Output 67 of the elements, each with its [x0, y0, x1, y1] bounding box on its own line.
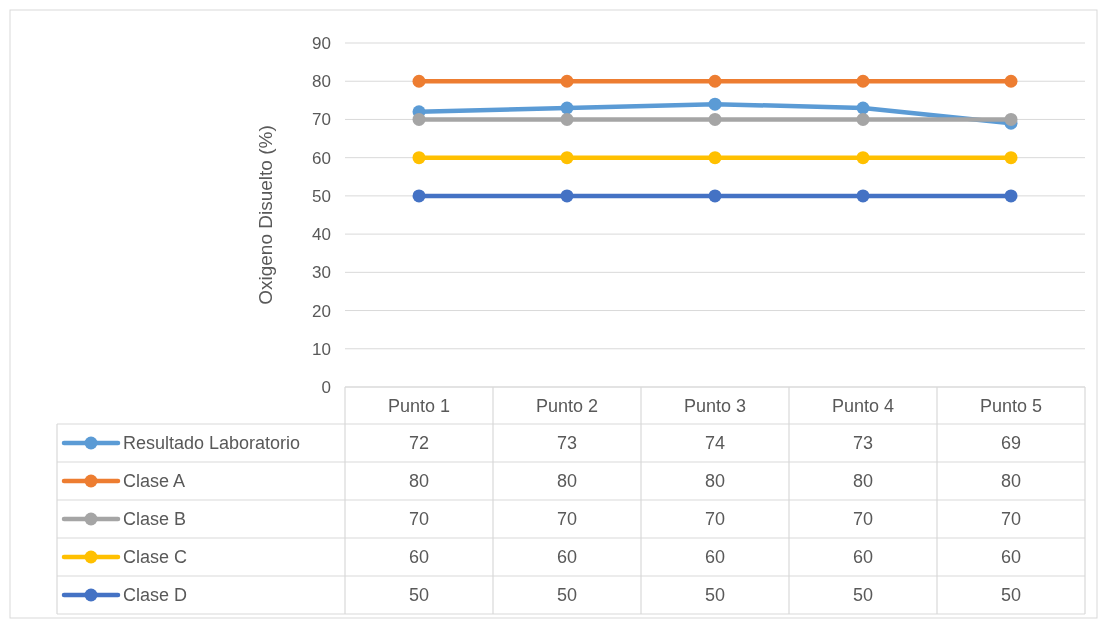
- x-tick-label: Punto 3: [683, 395, 747, 416]
- data-label: 60: [408, 547, 430, 568]
- point: [1004, 189, 1018, 203]
- data-label: 73: [556, 433, 578, 454]
- point: [1004, 151, 1018, 165]
- point: [708, 189, 722, 203]
- data-label: 80: [852, 471, 874, 492]
- legend-label: Clase B: [123, 509, 187, 530]
- data-label: 50: [704, 585, 726, 606]
- point: [560, 151, 574, 165]
- legend-label: Clase A: [123, 471, 186, 492]
- data-label: 74: [704, 433, 726, 454]
- x-tick-label: Punto 2: [535, 395, 599, 416]
- point: [412, 151, 426, 165]
- legend-label: Clase C: [123, 547, 188, 568]
- x-tick-label: Punto 1: [387, 395, 451, 416]
- data-label: 70: [704, 509, 726, 530]
- data-label: 60: [556, 547, 578, 568]
- point: [560, 189, 574, 203]
- legend-label: Resultado Laboratorio: [123, 433, 301, 454]
- legend-label: Clase D: [123, 585, 188, 606]
- point: [412, 74, 426, 88]
- y-tick-label: 10: [312, 339, 331, 359]
- point: [708, 112, 722, 126]
- y-tick-label: 20: [312, 301, 331, 321]
- point: [708, 97, 722, 111]
- point: [856, 189, 870, 203]
- data-label: 80: [704, 471, 726, 492]
- data-label: 70: [408, 509, 430, 530]
- data-label: 60: [704, 547, 726, 568]
- y-tick-label: 0: [321, 377, 331, 397]
- data-label: 60: [1000, 547, 1022, 568]
- data-label: 50: [1000, 585, 1022, 606]
- point: [708, 74, 722, 88]
- data-label: 50: [852, 585, 874, 606]
- data-label: 72: [408, 433, 430, 454]
- point: [1004, 112, 1018, 126]
- point: [708, 151, 722, 165]
- point: [856, 112, 870, 126]
- x-tick-label: Punto 5: [979, 395, 1043, 416]
- data-label: 70: [1000, 509, 1022, 530]
- point: [412, 112, 426, 126]
- data-label: 60: [852, 547, 874, 568]
- data-label: 69: [1000, 433, 1022, 454]
- y-tick-label: 90: [312, 33, 331, 53]
- point: [560, 112, 574, 126]
- data-label: 80: [556, 471, 578, 492]
- y-tick-label: 40: [312, 225, 331, 245]
- data-label: 70: [556, 509, 578, 530]
- data-label: 50: [408, 585, 430, 606]
- data-label: 80: [1000, 471, 1022, 492]
- x-tick-label: Punto 4: [831, 395, 895, 416]
- y-tick-label: 50: [312, 186, 331, 206]
- point: [560, 74, 574, 88]
- point: [412, 189, 426, 203]
- y-tick-label: 60: [312, 148, 331, 168]
- point: [856, 151, 870, 165]
- data-label: 73: [852, 433, 874, 454]
- data-label: 50: [556, 585, 578, 606]
- point: [856, 74, 870, 88]
- data-label: 70: [852, 509, 874, 530]
- data-label: 80: [408, 471, 430, 492]
- y-tick-label: 30: [312, 263, 331, 283]
- y-axis-title: Oxigeno Disuelto (%): [255, 125, 276, 305]
- y-tick-label: 70: [312, 110, 331, 130]
- point: [1004, 74, 1018, 88]
- y-tick-label: 80: [312, 72, 331, 92]
